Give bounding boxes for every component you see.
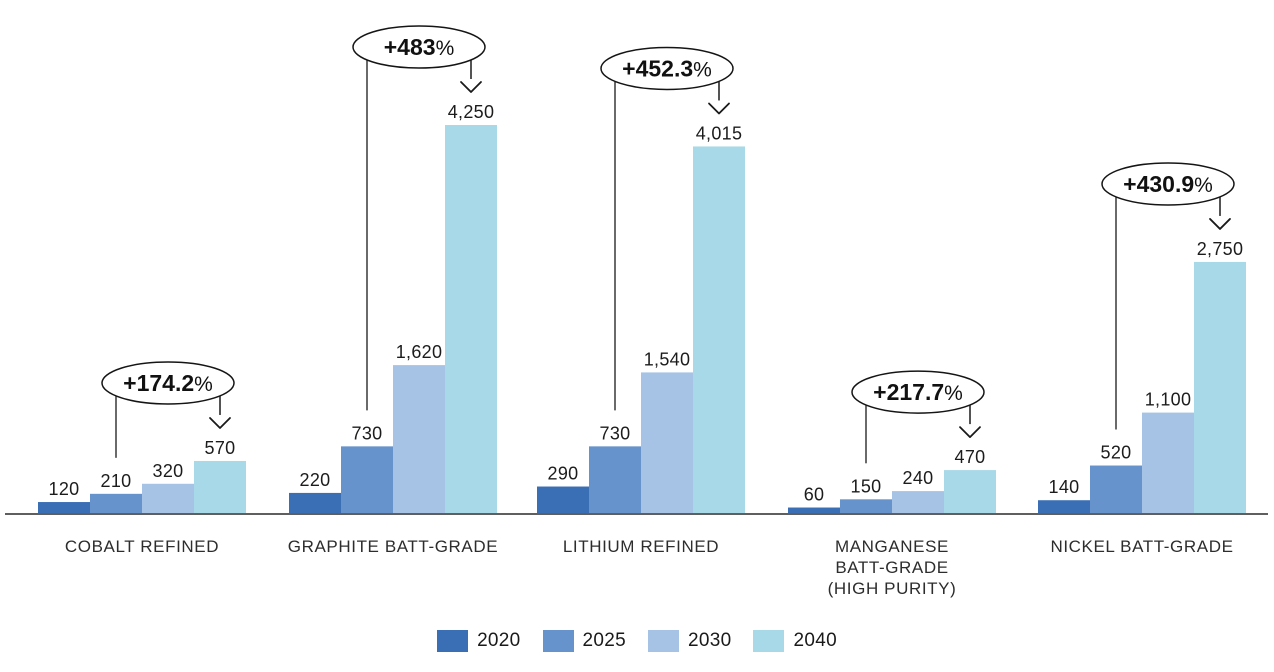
bar-manganese-batt-grade-high-purity-2020 (788, 507, 840, 513)
legend-item-2020: 2020 (437, 630, 520, 652)
value-label-graphite-batt-grade-2030: 1,620 (396, 342, 443, 362)
bar-manganese-batt-grade-high-purity-2040 (944, 470, 996, 513)
value-label-nickel-batt-grade-2020: 140 (1049, 477, 1080, 497)
bar-cobalt-refined-2020 (38, 502, 90, 513)
bar-graphite-batt-grade-2030 (393, 365, 445, 513)
value-label-nickel-batt-grade-2040: 2,750 (1197, 239, 1244, 259)
legend-label-2025: 2025 (582, 630, 626, 651)
value-label-cobalt-refined-2040: 570 (205, 438, 236, 458)
bar-graphite-batt-grade-2025 (341, 446, 393, 513)
bar-nickel-batt-grade-2030 (1142, 412, 1194, 513)
category-label-lithium-refined: LITHIUM REFINED (563, 537, 719, 556)
value-label-cobalt-refined-2025: 210 (101, 471, 132, 491)
value-label-manganese-batt-grade-high-purity-2025: 150 (851, 476, 882, 496)
growth-arrowhead-icon-nickel-batt-grade (1209, 218, 1231, 230)
bar-nickel-batt-grade-2020 (1038, 500, 1090, 513)
category-label-graphite-batt-grade: GRAPHITE BATT-GRADE (288, 537, 498, 556)
growth-label-cobalt-refined: +174.2% (123, 370, 213, 396)
growth-ellipse-cobalt-refined (101, 361, 235, 405)
legend-swatch-2040 (753, 630, 785, 652)
value-label-manganese-batt-grade-high-purity-2040: 470 (955, 447, 986, 467)
legend-swatch-2020 (437, 630, 469, 652)
legend-label-2040: 2040 (793, 630, 837, 651)
legend-label-2030: 2030 (688, 630, 732, 651)
growth-ellipse-lithium-refined (600, 46, 734, 91)
growth-ellipse-manganese-batt-grade-high-purity (851, 370, 985, 414)
legend: 2020 2025 2030 2040 (0, 630, 1274, 652)
legend-item-2030: 2030 (648, 630, 731, 652)
value-label-manganese-batt-grade-high-purity-2030: 240 (903, 468, 934, 488)
growth-ellipse-graphite-batt-grade (352, 25, 486, 69)
legend-label-2020: 2020 (477, 630, 521, 651)
value-label-cobalt-refined-2030: 320 (153, 461, 184, 481)
legend-item-2040: 2040 (753, 630, 837, 652)
value-label-cobalt-refined-2020: 120 (49, 479, 80, 499)
legend-swatch-2025 (542, 630, 574, 652)
legend-swatch-2030 (648, 630, 679, 652)
growth-arrowhead-icon-cobalt-refined (209, 417, 231, 429)
bar-manganese-batt-grade-high-purity-2025 (840, 499, 892, 513)
value-label-manganese-batt-grade-high-purity-2020: 60 (804, 485, 825, 505)
value-label-lithium-refined-2025: 730 (600, 423, 631, 443)
bar-graphite-batt-grade-2040 (445, 125, 497, 513)
category-label-manganese-batt-grade-high-purity: MANGANESE BATT-GRADE (HIGH PURITY) (828, 537, 957, 598)
growth-arrowhead-icon-lithium-refined (708, 102, 730, 115)
bar-cobalt-refined-2040 (194, 460, 246, 513)
category-label-cobalt-refined: COBALT REFINED (65, 537, 219, 556)
bar-chart: 120 210 320 570 COBALT REFINED +174.2% 220 730 1… (5, 25, 1268, 598)
value-label-graphite-batt-grade-2025: 730 (352, 423, 383, 443)
bar-lithium-refined-2025 (589, 446, 641, 513)
value-label-nickel-batt-grade-2025: 520 (1101, 443, 1132, 463)
bar-manganese-batt-grade-high-purity-2030 (892, 491, 944, 513)
growth-label-manganese-batt-grade-high-purity: +217.7% (873, 379, 963, 405)
value-label-graphite-batt-grade-2020: 220 (300, 470, 331, 490)
value-label-lithium-refined-2030: 1,540 (644, 349, 691, 369)
legend-item-2025: 2025 (542, 630, 626, 652)
bar-cobalt-refined-2025 (90, 493, 142, 513)
category-label-nickel-batt-grade: NICKEL BATT-GRADE (1050, 537, 1233, 556)
growth-label-lithium-refined: +452.3% (622, 55, 712, 81)
growth-ellipse-nickel-batt-grade (1101, 162, 1235, 206)
bar-lithium-refined-2030 (641, 372, 693, 513)
bar-nickel-batt-grade-2040 (1194, 261, 1246, 513)
bar-nickel-batt-grade-2025 (1090, 465, 1142, 513)
growth-arrowhead-icon-graphite-batt-grade (460, 81, 482, 93)
growth-arrowhead-icon-manganese-batt-grade-high-purity (959, 426, 981, 438)
value-label-graphite-batt-grade-2040: 4,250 (448, 102, 495, 122)
growth-label-graphite-batt-grade: +483% (384, 34, 455, 60)
bar-lithium-refined-2020 (537, 486, 589, 513)
value-label-nickel-batt-grade-2030: 1,100 (1145, 390, 1192, 410)
value-label-lithium-refined-2020: 290 (548, 464, 579, 484)
growth-label-nickel-batt-grade: +430.9% (1123, 171, 1213, 197)
bar-cobalt-refined-2030 (142, 483, 194, 513)
bar-lithium-refined-2040 (693, 146, 745, 514)
value-label-lithium-refined-2040: 4,015 (696, 123, 743, 143)
bar-graphite-batt-grade-2020 (289, 492, 341, 513)
